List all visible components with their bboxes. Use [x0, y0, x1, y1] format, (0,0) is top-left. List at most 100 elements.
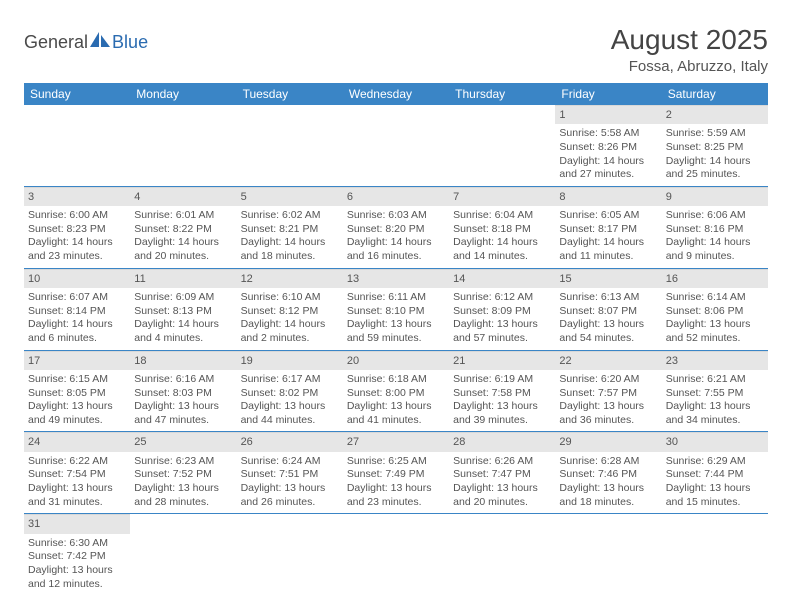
sunset: Sunset: 8:26 PM: [559, 141, 657, 155]
sunset: Sunset: 8:23 PM: [28, 223, 126, 237]
daylight: Daylight: 13 hours and 47 minutes.: [134, 400, 232, 427]
day-body: Sunrise: 6:10 AMSunset: 8:12 PMDaylight:…: [237, 288, 343, 350]
day-number: 15: [555, 269, 661, 288]
day-number: 3: [24, 187, 130, 206]
daylight: Daylight: 13 hours and 26 minutes.: [241, 482, 339, 509]
day-number: 2: [662, 105, 768, 124]
day-cell: 2Sunrise: 5:59 AMSunset: 8:25 PMDaylight…: [662, 105, 768, 186]
day-body: Sunrise: 6:17 AMSunset: 8:02 PMDaylight:…: [237, 370, 343, 432]
daylight: Daylight: 14 hours and 6 minutes.: [28, 318, 126, 345]
day-cell: 15Sunrise: 6:13 AMSunset: 8:07 PMDayligh…: [555, 269, 661, 350]
day-number: 6: [343, 187, 449, 206]
day-body: Sunrise: 6:13 AMSunset: 8:07 PMDaylight:…: [555, 288, 661, 350]
header: General Blue August 2025 Fossa, Abruzzo,…: [24, 24, 768, 75]
day-number: 25: [130, 432, 236, 451]
day-body: Sunrise: 6:28 AMSunset: 7:46 PMDaylight:…: [555, 452, 661, 514]
day-cell: 1 Sunrise: 5:58 AMSunset: 8:26 PMDaylight…: [555, 105, 661, 186]
sunrise: Sunrise: 6:25 AM: [347, 455, 445, 469]
daylight: Daylight: 13 hours and 23 minutes.: [347, 482, 445, 509]
sunset: Sunset: 8:02 PM: [241, 387, 339, 401]
day-number: 1: [555, 105, 661, 124]
day-number: 27: [343, 432, 449, 451]
sunrise: Sunrise: 6:17 AM: [241, 373, 339, 387]
sunrise: Sunrise: 6:11 AM: [347, 291, 445, 305]
day-cell: 19Sunrise: 6:17 AMSunset: 8:02 PMDayligh…: [237, 351, 343, 432]
day-body: Sunrise: 6:05 AMSunset: 8:17 PMDaylight:…: [555, 206, 661, 268]
sunset: Sunset: 8:22 PM: [134, 223, 232, 237]
daylight: Daylight: 13 hours and 52 minutes.: [666, 318, 764, 345]
sunrise: Sunrise: 5:58 AM: [559, 127, 657, 141]
logo-text-1: General: [24, 32, 88, 53]
day-body: Sunrise: 6:21 AMSunset: 7:55 PMDaylight:…: [662, 370, 768, 432]
weeks-container: 1Sunrise: 5:58 AMSunset: 8:26 PMDaylight…: [24, 105, 768, 595]
day-number: 21: [449, 351, 555, 370]
sunrise: Sunrise: 6:01 AM: [134, 209, 232, 223]
sunrise: Sunrise: 6:22 AM: [28, 455, 126, 469]
sunset: Sunset: 7:57 PM: [559, 387, 657, 401]
day-cell: 4Sunrise: 6:01 AMSunset: 8:22 PMDaylight…: [130, 187, 236, 268]
day-cell: 21Sunrise: 6:19 AMSunset: 7:58 PMDayligh…: [449, 351, 555, 432]
weekday-monday: Monday: [130, 83, 236, 105]
day-body: Sunrise: 6:26 AMSunset: 7:47 PMDaylight:…: [449, 452, 555, 514]
daylight: Daylight: 14 hours and 20 minutes.: [134, 236, 232, 263]
location: Fossa, Abruzzo, Italy: [611, 58, 768, 75]
sunset: Sunset: 8:14 PM: [28, 305, 126, 319]
day-number: 9: [662, 187, 768, 206]
daylight: Daylight: 14 hours and 27 minutes.: [559, 155, 657, 182]
day-cell: 8Sunrise: 6:05 AMSunset: 8:17 PMDaylight…: [555, 187, 661, 268]
sunset: Sunset: 7:51 PM: [241, 468, 339, 482]
calendar-page: General Blue August 2025 Fossa, Abruzzo,…: [0, 0, 792, 603]
day-number: 19: [237, 351, 343, 370]
week-row: 3Sunrise: 6:00 AMSunset: 8:23 PMDaylight…: [24, 187, 768, 269]
daylight: Daylight: 14 hours and 4 minutes.: [134, 318, 232, 345]
day-number: 20: [343, 351, 449, 370]
sunrise: Sunrise: 6:03 AM: [347, 209, 445, 223]
sunset: Sunset: 7:55 PM: [666, 387, 764, 401]
empty-cell: [237, 105, 343, 186]
sunrise: Sunrise: 6:16 AM: [134, 373, 232, 387]
day-number: 26: [237, 432, 343, 451]
day-cell: 13Sunrise: 6:11 AMSunset: 8:10 PMDayligh…: [343, 269, 449, 350]
sunrise: Sunrise: 6:21 AM: [666, 373, 764, 387]
daylight: Daylight: 13 hours and 54 minutes.: [559, 318, 657, 345]
day-cell: 6Sunrise: 6:03 AMSunset: 8:20 PMDaylight…: [343, 187, 449, 268]
day-cell: 16Sunrise: 6:14 AMSunset: 8:06 PMDayligh…: [662, 269, 768, 350]
empty-cell: [449, 105, 555, 186]
daylight: Daylight: 13 hours and 20 minutes.: [453, 482, 551, 509]
sunset: Sunset: 8:12 PM: [241, 305, 339, 319]
sunset: Sunset: 7:42 PM: [28, 550, 126, 564]
sunrise: Sunrise: 6:07 AM: [28, 291, 126, 305]
day-cell: 30Sunrise: 6:29 AMSunset: 7:44 PMDayligh…: [662, 432, 768, 513]
day-body: Sunrise: 6:18 AMSunset: 8:00 PMDaylight:…: [343, 370, 449, 432]
day-cell: 9Sunrise: 6:06 AMSunset: 8:16 PMDaylight…: [662, 187, 768, 268]
sunrise: Sunrise: 6:09 AM: [134, 291, 232, 305]
weekday-sunday: Sunday: [24, 83, 130, 105]
empty-cell: [662, 514, 768, 595]
day-body: Sunrise: 6:07 AMSunset: 8:14 PMDaylight:…: [24, 288, 130, 350]
empty-cell: [555, 514, 661, 595]
sunrise: Sunrise: 6:04 AM: [453, 209, 551, 223]
day-cell: 25Sunrise: 6:23 AMSunset: 7:52 PMDayligh…: [130, 432, 236, 513]
day-number: 17: [24, 351, 130, 370]
day-body: Sunrise: 6:16 AMSunset: 8:03 PMDaylight:…: [130, 370, 236, 432]
day-body: Sunrise: 6:14 AMSunset: 8:06 PMDaylight:…: [662, 288, 768, 350]
logo-text-2: Blue: [112, 32, 148, 53]
day-cell: 26Sunrise: 6:24 AMSunset: 7:51 PMDayligh…: [237, 432, 343, 513]
day-body: Sunrise: 6:25 AMSunset: 7:49 PMDaylight:…: [343, 452, 449, 514]
sunrise: Sunrise: 6:23 AM: [134, 455, 232, 469]
weekday-saturday: Saturday: [662, 83, 768, 105]
sunrise: Sunrise: 6:10 AM: [241, 291, 339, 305]
sunrise: Sunrise: 6:26 AM: [453, 455, 551, 469]
sunset: Sunset: 7:58 PM: [453, 387, 551, 401]
sunset: Sunset: 8:25 PM: [666, 141, 764, 155]
day-cell: 10Sunrise: 6:07 AMSunset: 8:14 PMDayligh…: [24, 269, 130, 350]
sunset: Sunset: 8:10 PM: [347, 305, 445, 319]
daylight: Daylight: 13 hours and 59 minutes.: [347, 318, 445, 345]
empty-cell: [130, 105, 236, 186]
daylight: Daylight: 14 hours and 2 minutes.: [241, 318, 339, 345]
day-cell: 3Sunrise: 6:00 AMSunset: 8:23 PMDaylight…: [24, 187, 130, 268]
day-number: 29: [555, 432, 661, 451]
day-number: 10: [24, 269, 130, 288]
sunset: Sunset: 8:00 PM: [347, 387, 445, 401]
day-cell: 28Sunrise: 6:26 AMSunset: 7:47 PMDayligh…: [449, 432, 555, 513]
